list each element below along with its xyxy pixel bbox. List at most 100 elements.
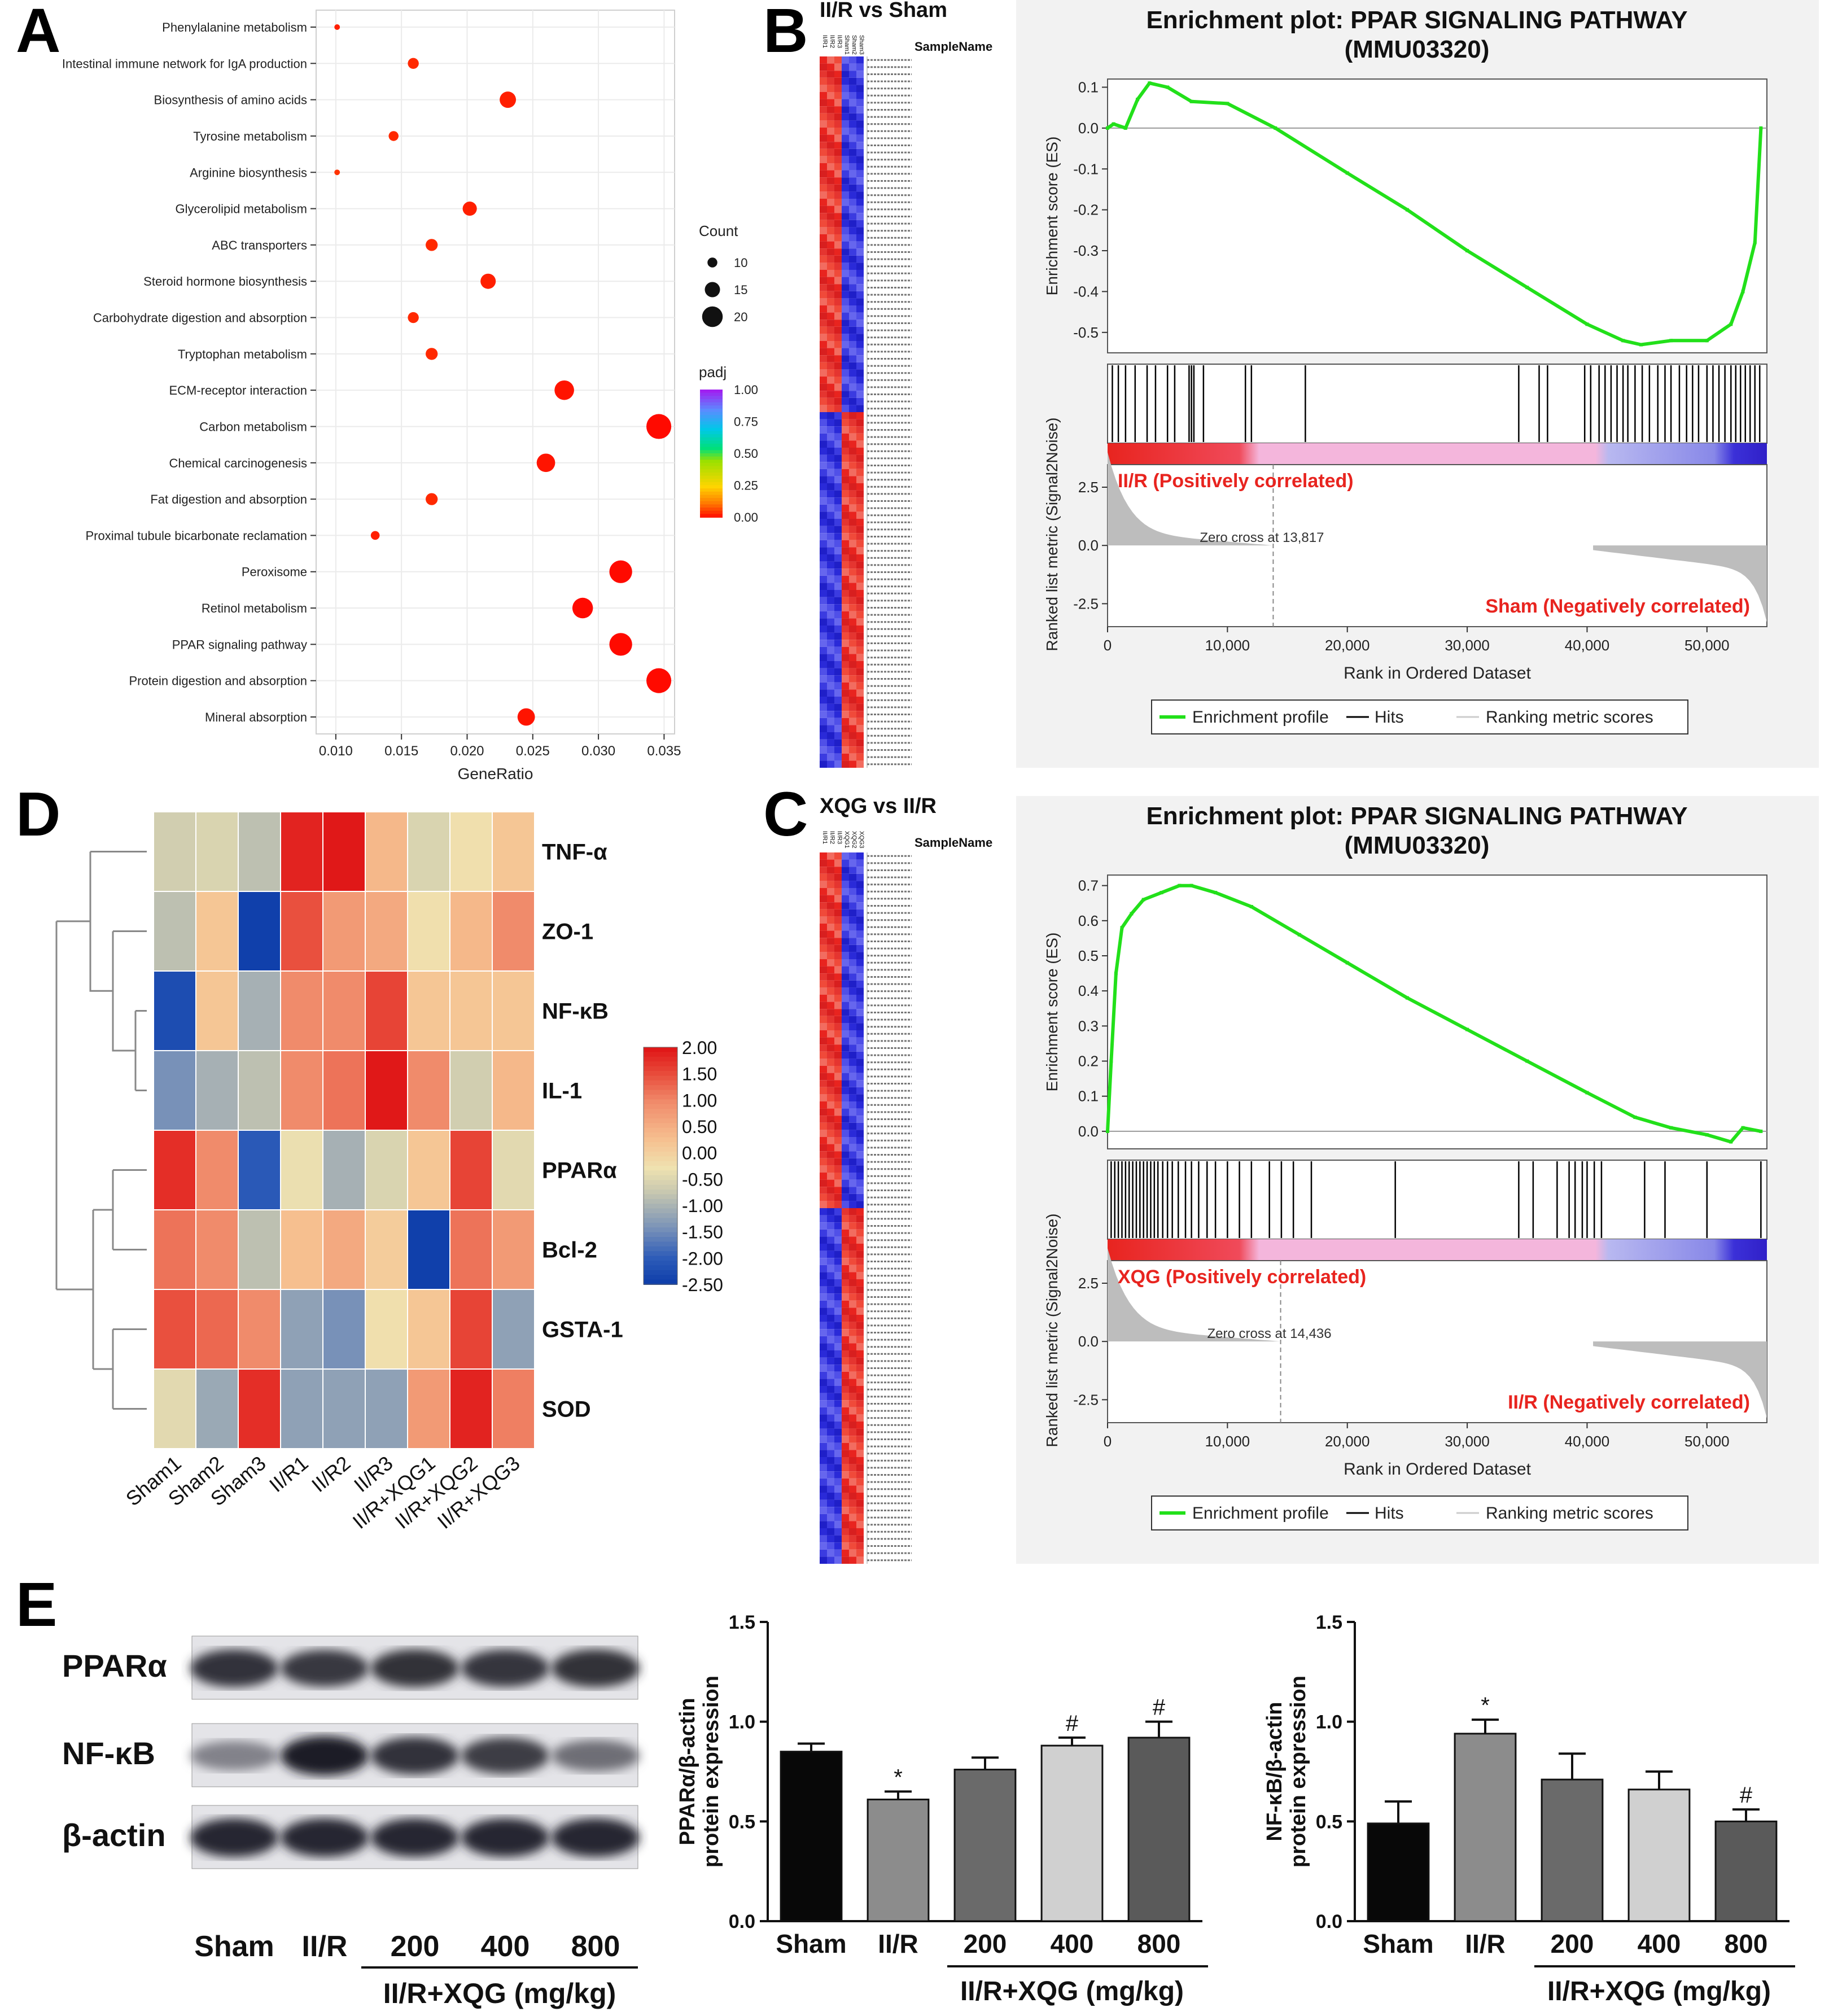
es-point: [1106, 1129, 1109, 1133]
heatmap-cell: [827, 1229, 834, 1237]
es-point: [1214, 891, 1218, 895]
heatmap-cell: [820, 1258, 827, 1265]
heatmap-cell: [820, 952, 827, 959]
heatmap-cell: [492, 1050, 535, 1131]
heatmap-cell: [820, 469, 827, 476]
heatmap-cell: [834, 632, 842, 640]
color-scale-label: -1.00: [682, 1196, 723, 1216]
heatmap-cell: [827, 1137, 834, 1144]
heatmap-cell: [820, 1037, 827, 1045]
heatmap-cell: [827, 916, 834, 924]
significance-mark: #: [1066, 1711, 1079, 1736]
group-label: II/R+XQG (mg/kg): [1547, 1976, 1771, 2006]
heatmap-cell: [834, 597, 842, 605]
heatmap-cell: [820, 142, 827, 149]
heatmap-cell: [842, 362, 849, 370]
es-y-tick-label: 0.0: [1078, 120, 1099, 137]
heatmap-cell: [856, 1507, 864, 1514]
heatmap-cell: [842, 440, 849, 448]
es-point: [1621, 339, 1625, 343]
heatmap-cell: [820, 113, 827, 121]
heatmap-cell: [842, 718, 849, 725]
legend-padj-label: 1.00: [734, 383, 758, 397]
heatmap-cell: [834, 1542, 842, 1550]
heatmap-cell: [834, 462, 842, 469]
heatmap-cell: [834, 128, 842, 135]
heatmap-cell: [820, 1051, 827, 1059]
legend-padj-swatch: [700, 491, 723, 496]
negative-correlation-label: II/R (Negatively correlated): [1508, 1392, 1750, 1413]
heatmap-cell: [834, 661, 842, 668]
heatmap-cell: [856, 1208, 864, 1215]
heatmap-sample-label: II/R3: [836, 831, 843, 844]
heatmap-cell: [834, 1258, 842, 1265]
heatmap-cell: [842, 732, 849, 740]
color-scale-swatch: [644, 1071, 677, 1077]
heatmap-cell: [820, 128, 827, 135]
heatmap-cell: [827, 63, 834, 71]
heatmap-cell: [820, 1514, 827, 1521]
heatmap-cell: [827, 746, 834, 754]
heatmap-cell: [849, 469, 856, 476]
heatmap-cell: [827, 511, 834, 519]
heatmap-cell: [842, 1322, 849, 1330]
heatmap-cell: [849, 369, 856, 377]
heatmap-cell: [827, 711, 834, 718]
heatmap-cell: [834, 938, 842, 945]
heatmap-cell: [834, 1422, 842, 1429]
heatmap-cell: [834, 519, 842, 526]
heatmap-cell: [238, 811, 281, 892]
legend-padj-swatch: [700, 402, 723, 406]
heatmap-cell: [827, 867, 834, 874]
x-tick-label: 50,000: [1684, 1433, 1730, 1450]
heatmap-cell: [834, 1023, 842, 1030]
heatmap-cell: [842, 547, 849, 554]
heatmap-cell: [827, 1087, 834, 1095]
heatmap-cell: [842, 334, 849, 341]
heatmap-cell: [365, 1209, 408, 1290]
y-tick-label: Carbohydrate digestion and absorption: [93, 311, 307, 325]
heatmap-cell: [849, 1329, 856, 1336]
heatmap-cell: [834, 1016, 842, 1024]
heatmap-cell: [492, 891, 535, 972]
heatmap-cell: [827, 1436, 834, 1443]
heatmap-cell: [238, 1368, 281, 1449]
heatmap-cell: [834, 490, 842, 498]
heatmap-cell: [820, 867, 827, 874]
heatmap-cell: [849, 1073, 856, 1081]
heatmap-cell: [842, 859, 849, 867]
heatmap-cell: [153, 1289, 196, 1370]
heatmap-cell: [834, 1037, 842, 1045]
heatmap-cell: [856, 646, 864, 654]
heatmap-cell: [834, 113, 842, 121]
heatmap-cell: [827, 312, 834, 320]
es-y-tick-label: -0.5: [1073, 324, 1099, 341]
es-point: [1705, 339, 1709, 343]
heatmap-cell: [820, 391, 827, 398]
heatmap-cell: [827, 753, 834, 761]
legend-count-label: 10: [734, 256, 747, 270]
heatmap-cell: [195, 1130, 239, 1210]
heatmap-cell: [827, 1258, 834, 1265]
heatmap-cell: [820, 626, 827, 633]
heatmap-cell: [842, 320, 849, 327]
heatmap-cell: [856, 63, 864, 71]
heatmap-cell: [834, 305, 842, 313]
heatmap-cell: [827, 355, 834, 362]
heatmap-cell: [827, 995, 834, 1002]
heatmap-cell: [842, 1037, 849, 1045]
heatmap-cell: [842, 284, 849, 291]
heatmap-cell: [820, 191, 827, 199]
heatmap-cell: [849, 113, 856, 121]
heatmap-cell: [849, 895, 856, 903]
heatmap-cell: [849, 326, 856, 334]
color-scale-swatch: [644, 1166, 677, 1171]
heatmap-cell: [849, 263, 856, 270]
heatmap-cell: [849, 661, 856, 668]
heatmap-cell: [834, 377, 842, 384]
heatmap-cell: [842, 739, 849, 747]
heatmap-cell: [827, 902, 834, 909]
heatmap-cell: [827, 1044, 834, 1052]
heatmap-cell: [820, 63, 827, 71]
heatmap-cell: [820, 1272, 827, 1279]
